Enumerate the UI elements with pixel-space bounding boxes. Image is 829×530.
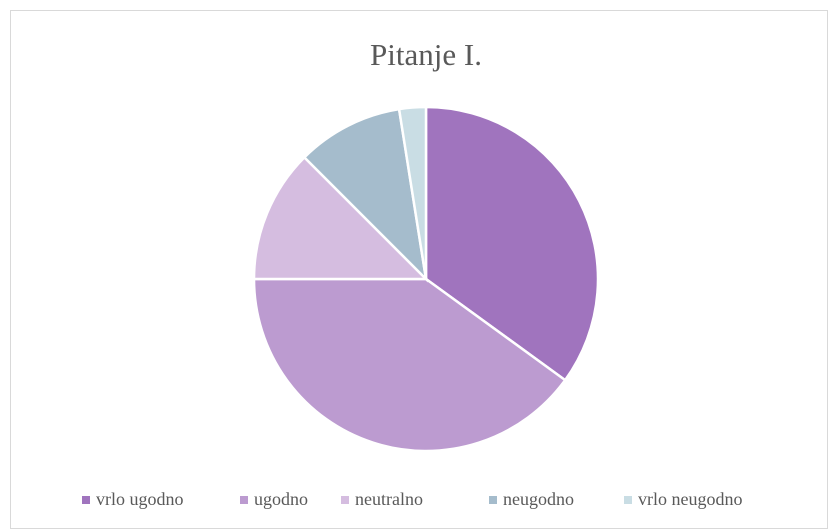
legend-label: vrlo ugodno xyxy=(96,489,184,509)
legend-label: ugodno xyxy=(254,489,308,509)
legend-swatch xyxy=(624,496,632,504)
pie-slice xyxy=(302,107,428,283)
legend-swatch xyxy=(341,496,349,504)
legend-swatch xyxy=(489,496,497,504)
legend-swatch xyxy=(82,496,90,504)
legend-label: neutralno xyxy=(355,489,423,509)
pie-slice xyxy=(397,105,428,280)
pie-slice xyxy=(252,155,430,281)
chart-title: Pitanje I. xyxy=(370,37,482,72)
legend-label: vrlo neugodno xyxy=(638,489,742,509)
legend-label: neugodno xyxy=(503,489,574,509)
pie-slice xyxy=(424,105,600,382)
pie-slice xyxy=(252,277,567,453)
legend-swatch xyxy=(240,496,248,504)
